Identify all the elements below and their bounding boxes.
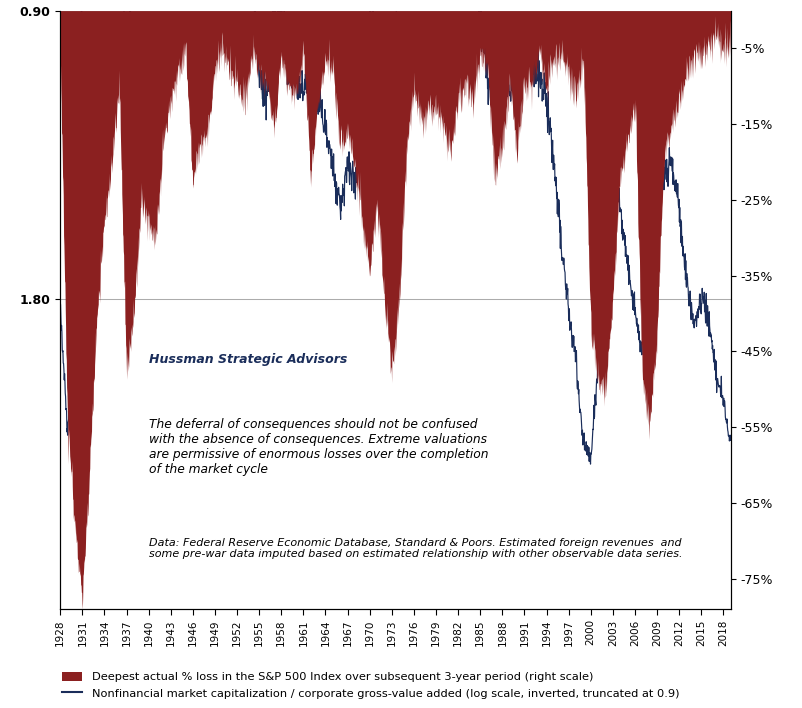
Legend: Deepest actual % loss in the S&P 500 Index over subsequent 3-year period (right : Deepest actual % loss in the S&P 500 Ind… (62, 672, 678, 699)
Text: Hussman Strategic Advisors: Hussman Strategic Advisors (148, 353, 346, 365)
Text: The deferral of consequences should not be confused
with the absence of conseque: The deferral of consequences should not … (148, 418, 488, 476)
Text: Data: Federal Reserve Economic Database, Standard & Poors. Estimated foreign rev: Data: Federal Reserve Economic Database,… (148, 537, 681, 559)
